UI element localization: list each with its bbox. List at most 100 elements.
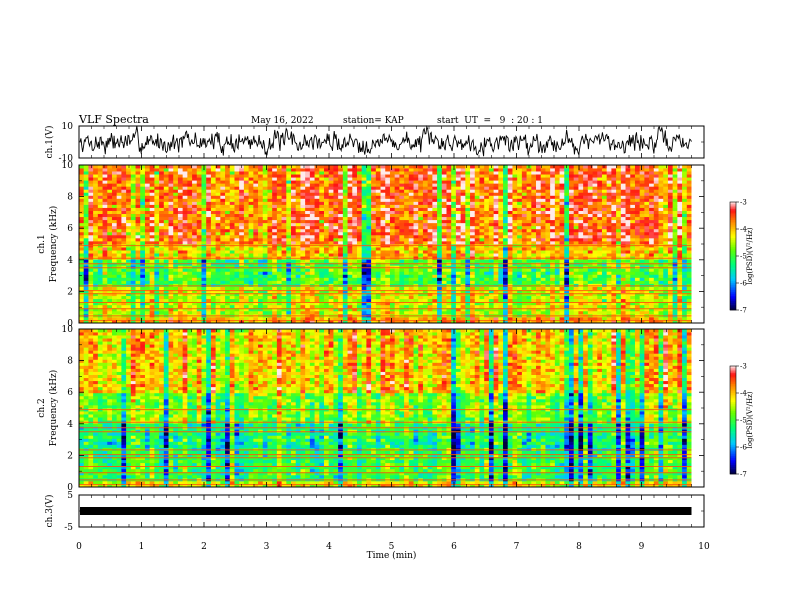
spectrogram-cell — [399, 240, 405, 245]
spectrogram-cell — [319, 286, 325, 290]
spectrogram-cell — [258, 192, 264, 196]
spectrogram-cell — [347, 259, 353, 263]
spectrogram-cell — [272, 283, 278, 287]
spectrogram-cell — [130, 174, 136, 178]
spectrogram-cell — [253, 216, 259, 221]
spectrogram-cell — [366, 198, 372, 202]
spectrogram-cell — [427, 274, 433, 278]
spectrogram-cell — [366, 259, 372, 263]
spectrogram-cell — [258, 301, 264, 306]
spectrogram-cell — [295, 183, 301, 187]
spectrogram-cell — [107, 171, 113, 175]
spectrogram-cell — [243, 280, 250, 284]
spectrogram-cell — [342, 180, 348, 184]
spectrogram-cell — [437, 207, 443, 211]
spectrogram-cell — [182, 259, 188, 263]
spectrogram-cell — [488, 180, 495, 184]
spectrogram-cell — [168, 213, 174, 218]
spectrogram-cell — [389, 201, 396, 205]
spectrogram-cell — [210, 204, 217, 208]
spectrogram-cell — [314, 204, 320, 208]
spectrogram-cell — [441, 301, 447, 306]
spectrogram-cell — [413, 186, 419, 190]
spectrogram-cell — [281, 216, 287, 221]
spectrogram-cell — [422, 171, 429, 175]
spectrogram-cell — [173, 310, 179, 315]
spectrogram-cell — [460, 295, 466, 300]
spectrogram-cell — [342, 319, 348, 324]
spectrogram-cell — [286, 298, 292, 303]
spectrogram-cell — [243, 253, 250, 257]
spectrogram-cell — [352, 180, 358, 184]
spectrogram-cell — [404, 274, 410, 278]
spectrogram-cell — [173, 247, 179, 251]
spectrogram-cell — [239, 168, 245, 172]
spectrogram-cell — [324, 253, 330, 257]
spectrogram-cell — [295, 271, 301, 275]
spectrogram-cell — [187, 177, 193, 181]
spectrogram-cell — [258, 319, 264, 324]
spectrogram-cell — [229, 301, 235, 306]
spectrogram-cell — [338, 280, 344, 284]
spectrogram-cell — [517, 271, 523, 275]
spectrogram-cell — [366, 286, 372, 290]
spectrogram-cell — [347, 213, 353, 218]
spectrogram-cell — [159, 183, 165, 187]
spectrogram-cell — [107, 274, 113, 278]
spectrogram-cell — [135, 174, 141, 178]
spectrogram-cell — [432, 301, 438, 306]
spectrogram-cell — [258, 171, 264, 175]
spectrogram-cell — [140, 216, 146, 221]
spectrogram-cell — [347, 316, 353, 321]
spectrogram-cell — [432, 228, 438, 233]
spectrogram-cell — [324, 304, 330, 309]
spectrogram-cell — [215, 286, 221, 290]
spectrogram-cell — [168, 177, 174, 181]
spectrogram-cell — [79, 277, 85, 281]
spectrogram-cell — [399, 216, 405, 221]
spectrogram-cell — [177, 201, 184, 205]
spectrogram-cell — [225, 198, 231, 202]
spectrogram-cell — [451, 195, 457, 199]
spectrogram-cell — [159, 277, 165, 281]
spectrogram-cell — [380, 247, 386, 251]
spectrogram-cell — [182, 240, 188, 245]
spectrogram-cell — [144, 204, 151, 208]
spectrogram-cell — [418, 195, 424, 199]
spectrogram-cell — [493, 292, 499, 297]
spectrogram-cell — [291, 310, 297, 315]
spectrogram-cell — [243, 201, 250, 205]
spectrogram-cell — [347, 274, 353, 278]
spectrogram-cell — [333, 240, 339, 245]
spectrogram-cell — [276, 201, 282, 205]
spectrogram-cell — [126, 253, 132, 257]
spectrogram-cell — [399, 168, 405, 172]
spectrogram-cell — [262, 186, 268, 190]
spectrogram-cell — [234, 304, 240, 309]
spectrogram-cell — [512, 304, 518, 309]
spectrogram-cell — [243, 222, 250, 227]
spectrogram-cell — [192, 168, 198, 172]
spectrogram-cell — [314, 219, 320, 224]
spectrogram-cell — [182, 177, 188, 181]
spectrogram-cell — [422, 198, 429, 202]
spectrogram-cell — [149, 268, 155, 272]
spectrogram-cell — [455, 207, 462, 211]
spectrogram-cell — [253, 286, 259, 290]
spectrogram-cell — [135, 225, 141, 230]
spectrogram-cell — [144, 274, 151, 278]
spectrogram-cell — [262, 289, 268, 294]
spectrogram-cell — [361, 216, 367, 221]
spectrogram-cell — [239, 277, 245, 281]
spectrogram-cell — [295, 198, 301, 202]
spectrogram-cell — [111, 219, 118, 224]
spectrogram-cell — [291, 250, 297, 254]
spectrogram-cell — [305, 168, 311, 172]
spectrogram-cell — [352, 319, 358, 324]
spectrogram-cell — [187, 234, 193, 239]
spectrogram-cell — [404, 316, 410, 321]
spectrogram-cell — [512, 237, 518, 242]
spectrogram-cell — [295, 201, 301, 205]
spectrogram-cell — [210, 210, 217, 215]
spectrogram-cell — [93, 304, 99, 309]
